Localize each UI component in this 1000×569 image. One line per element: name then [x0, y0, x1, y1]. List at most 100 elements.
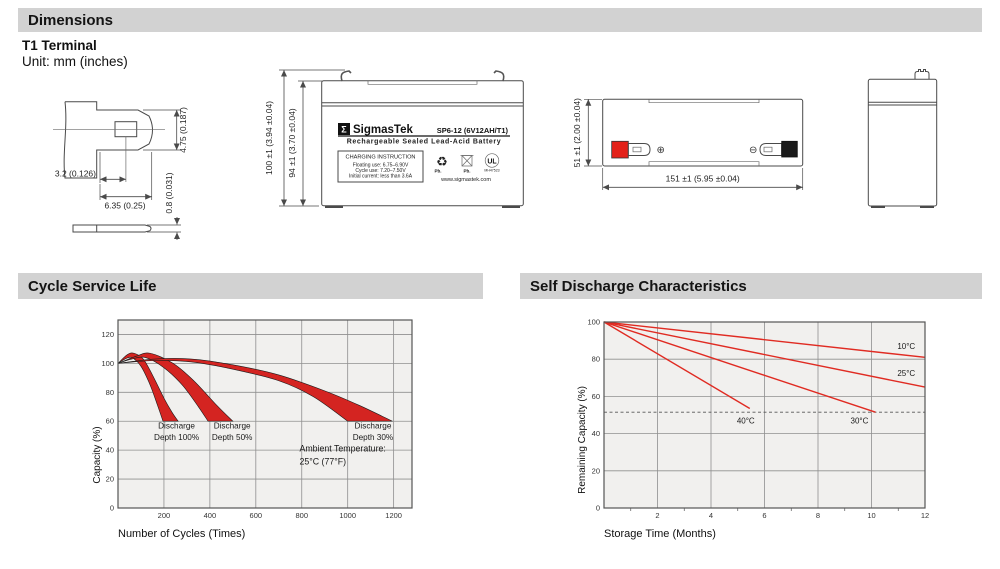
dim-blade-length: 6.35 (0.25) — [99, 152, 153, 211]
brand-text: SigmasTek — [353, 124, 413, 136]
plus-terminal-symbol: ⊕ — [657, 145, 665, 156]
dim-blade-height: 4.75 (0.187) — [143, 107, 188, 153]
y-tick-label: 100 — [587, 318, 600, 327]
y-tick-label: 120 — [101, 330, 114, 339]
y-axis-title: Remaining Capacity (%) — [577, 386, 588, 494]
y-tick-label: 60 — [106, 417, 114, 426]
y-tick-label: 20 — [592, 466, 600, 475]
dim-body-height-text: 94 ±1 (3.70 ±0.04) — [287, 108, 297, 178]
cycle-title: Cycle Service Life — [28, 277, 157, 295]
ambient-temperature-note: Ambient Temperature: — [299, 444, 385, 454]
dim-thickness: 0.8 (0.031) — [147, 172, 181, 240]
svg-text:♻: ♻ — [436, 154, 448, 169]
sigma-logo-icon — [338, 123, 350, 135]
recycle-pb-label: Pb. — [434, 169, 441, 174]
y-tick-label: 40 — [106, 446, 114, 455]
ul-letters: UL — [487, 159, 497, 166]
side-terminal-tab — [914, 69, 930, 80]
band-label: Discharge — [355, 421, 392, 430]
x-tick-label: 1200 — [385, 511, 402, 520]
charging-title: CHARGING INSTRUCTION — [346, 155, 416, 161]
side-view-case — [867, 69, 938, 208]
dimensions-section-header: Dimensions — [18, 8, 982, 32]
positive-terminal-red-cap — [611, 140, 629, 159]
dim-hole-offset-text: 3.2 (0.126) — [55, 169, 96, 179]
y-tick-label: 80 — [592, 355, 600, 364]
x-tick-label: 400 — [204, 511, 217, 520]
band-discharge-depth-30- — [117, 358, 393, 422]
y-tick-label: 20 — [106, 475, 114, 484]
x-tick-label: 2 — [655, 511, 659, 520]
series-label-30°C: 30°C — [851, 416, 869, 425]
dim-thickness-text: 0.8 (0.031) — [164, 172, 174, 213]
battery-side-view-drawing — [867, 69, 938, 208]
dim-blade-height-text: 4.75 (0.187) — [178, 107, 188, 153]
terminal-detail-drawing: 3.2 (0.126) 6.35 (0.25) 4.75 (0.187) 0.8… — [53, 101, 188, 240]
series-label-25°C: 25°C — [897, 369, 915, 378]
ul-code: MH47523 — [484, 169, 499, 173]
y-tick-label: 0 — [596, 504, 600, 513]
right-terminal-hook — [493, 70, 505, 82]
battery-front-view-drawing: 100 ±1 (3.94 ±0.04) 94 ±1 (3.70 ±0.04) Σ… — [264, 69, 524, 208]
positive-terminal: ⊕ — [611, 140, 665, 159]
dim-top-width-text: 151 ±1 (5.95 ±0.04) — [666, 174, 740, 184]
battery-label: Σ SigmasTek SP6-12 (6V12AH/T1) Rechargea… — [337, 123, 510, 183]
band-label: Depth 50% — [212, 433, 253, 442]
dim-top-width: 151 ±1 (5.95 ±0.04) — [602, 168, 804, 191]
band-discharge-depth-50- — [117, 352, 234, 422]
self-discharge-header: Self Discharge Characteristics — [520, 273, 982, 299]
series-label-10°C: 10°C — [897, 342, 915, 351]
dim-body-height: 94 ±1 (3.70 ±0.04) — [287, 80, 322, 206]
x-tick-label: 800 — [295, 511, 308, 520]
battery-case — [321, 70, 524, 208]
negative-terminal: ⊖ — [749, 140, 798, 158]
charging-line2: Cycle use: 7.20–7.50V — [355, 168, 406, 174]
self-discharge-chart: 2 4 6 8 10 12 0 20 40 60 80 100 Storage Time (Months… — [577, 318, 929, 541]
dim-total-height-text: 100 ±1 (3.94 ±0.04) — [264, 101, 274, 175]
series-line-25°C — [603, 321, 926, 388]
negative-terminal-black-cap — [781, 140, 798, 158]
self-discharge-title: Self Discharge Characteristics — [530, 277, 747, 295]
left-terminal-hook — [340, 70, 352, 82]
minus-terminal-symbol: ⊖ — [749, 145, 757, 156]
unit-note: Unit: mm (inches) — [22, 54, 128, 69]
band-label: Discharge — [214, 421, 251, 430]
dimensions-title: Dimensions — [28, 11, 114, 29]
x-axis-title: Number of Cycles (Times) — [118, 528, 245, 540]
cycle-service-life-header: Cycle Service Life — [18, 273, 483, 299]
x-tick-label: 6 — [762, 511, 766, 520]
dim-top-height: 51 ±1 (2.00 ±0.04) — [572, 98, 602, 168]
plot-border — [603, 321, 926, 509]
y-tick-label: 100 — [101, 359, 114, 368]
terminal-side-plate — [72, 224, 152, 233]
series-line-40°C — [603, 321, 751, 410]
positive-faston-tab — [627, 143, 651, 156]
negative-faston-tab — [759, 143, 783, 156]
cycle-service-life-chart: 200 400 600 800 1000 1200 0 20 40 60 80 100 120 Numbe… — [92, 319, 413, 540]
terminal-blade-outline — [53, 101, 165, 182]
band-label: Depth 30% — [353, 433, 394, 442]
band-label: Discharge — [158, 421, 195, 430]
y-tick-label: 60 — [592, 392, 600, 401]
y-tick-label: 0 — [110, 504, 114, 513]
x-tick-label: 8 — [816, 511, 820, 520]
charging-instruction-box — [337, 150, 424, 183]
series-line-30°C — [603, 321, 876, 413]
terminal-type-label: T1 Terminal — [22, 38, 97, 53]
label-subtitle: Rechargeable Sealed Lead-Acid Battery — [347, 139, 501, 146]
series-label-40°C: 40°C — [737, 416, 755, 425]
x-tick-label: 600 — [250, 511, 263, 520]
dim-hole-offset: 3.2 (0.126) — [55, 152, 126, 183]
top-view-case — [602, 98, 804, 167]
series-line-10°C — [603, 321, 926, 359]
dim-blade-length-text: 6.35 (0.25) — [104, 201, 145, 211]
recycle-pb-icon: ♻ Pb. — [434, 154, 447, 174]
sigma-glyph: Σ — [341, 125, 347, 135]
x-axis-title: Storage Time (Months) — [604, 528, 716, 540]
crossed-bin-pb-icon: Pb. — [460, 155, 474, 174]
dim-top-height-text: 51 ±1 (2.00 ±0.04) — [572, 98, 582, 168]
y-tick-label: 80 — [106, 388, 114, 397]
band-label: Depth 100% — [154, 433, 199, 442]
x-tick-label: 200 — [158, 511, 171, 520]
x-tick-label: 1000 — [339, 511, 356, 520]
